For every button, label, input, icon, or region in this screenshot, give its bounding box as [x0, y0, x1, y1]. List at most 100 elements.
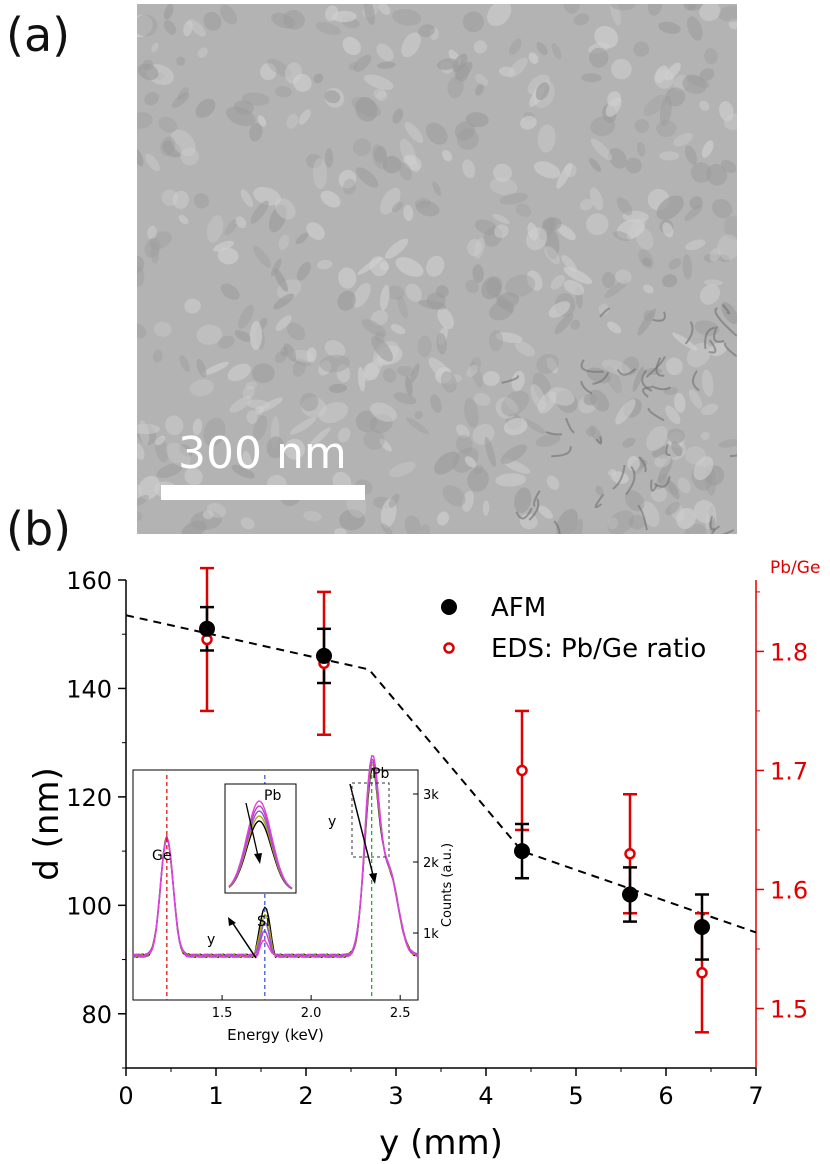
sem-grain — [142, 59, 154, 71]
sem-grain — [246, 410, 258, 424]
sem-grain — [526, 270, 543, 291]
sem-grain — [356, 167, 379, 188]
sem-grain — [405, 417, 429, 435]
sem-grain — [456, 435, 473, 454]
sem-grain — [611, 58, 632, 80]
sem-grain — [723, 216, 737, 240]
sem-crack — [638, 456, 647, 473]
sem-grain — [607, 510, 635, 534]
sem-grain — [706, 164, 728, 186]
sem-grain — [242, 385, 255, 399]
sem-grain — [238, 304, 254, 329]
sem-grain — [357, 256, 383, 275]
sem-crack — [642, 386, 652, 398]
sem-grain — [684, 204, 703, 221]
sem-grain — [217, 247, 239, 265]
sem-grain — [716, 254, 730, 262]
inset-x-tick-label: 1.5 — [212, 1006, 233, 1021]
sem-grain — [137, 443, 145, 460]
zoom-inset-arrow — [245, 802, 259, 857]
sem-crack — [652, 311, 666, 322]
sem-grain — [607, 91, 622, 107]
sem-grain — [144, 238, 161, 258]
sem-grain — [615, 269, 632, 284]
inset-y2-axis-title: Counts (a.u.) — [440, 843, 455, 927]
sem-grain — [385, 238, 409, 259]
sem-grain — [676, 507, 697, 530]
sem-grain — [224, 218, 239, 236]
sem-grain — [274, 198, 296, 220]
sem-grain — [551, 42, 562, 60]
sem-crack — [711, 528, 735, 534]
sem-micrograph — [137, 4, 737, 534]
sem-grain — [432, 181, 442, 196]
sem-grain — [615, 399, 636, 425]
sem-grain — [464, 456, 477, 468]
sem-grain — [671, 441, 683, 457]
sem-grain — [685, 446, 706, 465]
sem-crack — [580, 380, 593, 395]
sem-grain — [379, 438, 392, 452]
sem-grain — [440, 374, 463, 385]
x-tick-label: 2 — [298, 1082, 313, 1110]
sem-grain — [325, 148, 334, 168]
sem-grain — [370, 402, 397, 422]
sem-grain — [398, 162, 412, 181]
sem-grain — [389, 461, 416, 478]
sem-grain — [178, 214, 189, 225]
sem-grain — [395, 257, 424, 277]
sem-grain — [137, 148, 144, 167]
sem-grain — [467, 239, 482, 257]
sem-grain — [137, 323, 147, 339]
y2-axis-title: Pb/Ge — [770, 558, 820, 578]
sem-grain — [403, 204, 414, 222]
sem-crack — [528, 498, 540, 521]
inset-label-pb: Pb — [372, 766, 389, 782]
x-tick-label: 4 — [478, 1082, 493, 1110]
sem-grain — [382, 155, 402, 174]
sem-grain — [609, 4, 636, 11]
sem-grain — [472, 264, 484, 283]
x-tick-label: 6 — [658, 1082, 673, 1110]
sem-grain — [308, 427, 331, 448]
x-tick-label: 7 — [748, 1082, 763, 1110]
sem-grain — [163, 20, 177, 35]
sem-grain — [300, 392, 319, 412]
sem-grain — [218, 335, 235, 349]
sem-grain — [548, 301, 571, 318]
sem-grain — [495, 397, 517, 420]
sem-grain — [509, 38, 522, 55]
sem-crack — [714, 307, 737, 337]
sem-grain — [284, 62, 303, 84]
inset-x-axis-title: Energy (keV) — [227, 1026, 324, 1044]
sem-grain — [162, 140, 182, 158]
sem-grain — [470, 361, 483, 389]
sem-grain — [659, 151, 680, 161]
sem-grain — [622, 437, 636, 448]
sem-grain — [654, 454, 671, 468]
sem-grain — [437, 307, 454, 330]
sem-grain — [723, 113, 737, 131]
sem-grain — [392, 8, 422, 26]
afm-point — [199, 620, 215, 637]
afm-point — [514, 843, 530, 860]
inset-zoom-box — [351, 782, 390, 858]
sem-grain — [643, 94, 668, 116]
sem-grain — [163, 4, 174, 20]
sem-grain — [213, 240, 235, 252]
sem-grain — [573, 13, 590, 26]
sem-grain — [462, 159, 476, 179]
sem-grain — [234, 330, 252, 342]
sem-grain — [454, 121, 476, 141]
sem-grain — [382, 368, 397, 383]
legend-eds-marker — [443, 642, 455, 654]
sem-grain — [231, 464, 255, 479]
sem-grain — [337, 290, 356, 311]
sem-grain — [319, 354, 351, 373]
sem-grain — [320, 190, 341, 208]
sem-grain — [254, 405, 265, 415]
sem-grain — [318, 360, 332, 376]
sem-crack — [515, 507, 533, 520]
sem-grain — [253, 245, 272, 268]
scale-bar-label: 300 nm — [178, 428, 347, 479]
